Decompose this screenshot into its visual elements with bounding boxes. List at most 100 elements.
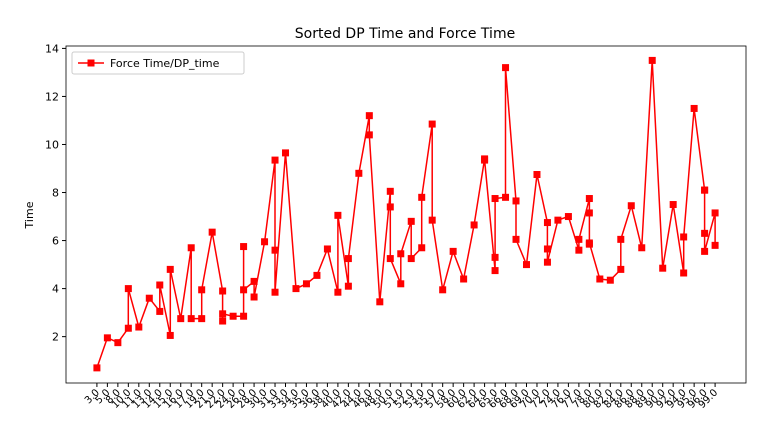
- marker: [271, 288, 279, 296]
- marker: [701, 247, 709, 255]
- marker: [491, 195, 499, 203]
- legend-box: [71, 51, 245, 75]
- marker: [250, 293, 258, 301]
- marker: [596, 275, 604, 283]
- marker: [355, 169, 363, 177]
- marker: [313, 271, 321, 279]
- marker: [638, 244, 646, 252]
- marker: [428, 216, 436, 224]
- marker: [124, 285, 132, 293]
- marker: [439, 286, 447, 294]
- marker: [250, 277, 258, 285]
- marker: [543, 219, 551, 227]
- marker: [397, 280, 405, 288]
- marker: [543, 258, 551, 266]
- marker: [648, 56, 656, 64]
- marker: [428, 120, 436, 128]
- marker: [344, 255, 352, 263]
- marker: [302, 280, 310, 288]
- marker: [512, 235, 520, 243]
- marker: [491, 253, 499, 261]
- marker: [240, 286, 248, 294]
- marker: [386, 203, 394, 211]
- marker: [564, 213, 572, 221]
- marker: [187, 315, 195, 323]
- marker: [533, 171, 541, 179]
- marker: [617, 265, 625, 273]
- marker: [198, 286, 206, 294]
- marker: [323, 245, 331, 253]
- marker: [219, 287, 227, 295]
- marker: [156, 307, 164, 315]
- marker: [585, 209, 593, 217]
- marker: [449, 247, 457, 255]
- marker: [543, 245, 551, 253]
- marker: [701, 229, 709, 237]
- marker: [240, 312, 248, 320]
- marker: [344, 282, 352, 290]
- marker: [114, 339, 122, 347]
- marker: [418, 244, 426, 252]
- marker: [502, 64, 510, 72]
- marker: [585, 195, 593, 203]
- marker: [386, 255, 394, 263]
- marker: [376, 298, 384, 306]
- marker: [481, 156, 489, 164]
- marker: [187, 244, 195, 252]
- marker: [711, 209, 719, 217]
- marker: [365, 112, 373, 120]
- plot-area: [65, 45, 747, 384]
- y-tick-label: 6: [52, 235, 59, 248]
- marker: [334, 211, 342, 219]
- marker: [470, 221, 478, 229]
- marker: [617, 235, 625, 243]
- marker: [166, 331, 174, 339]
- marker: [261, 238, 269, 246]
- y-tick-label: 12: [45, 90, 59, 103]
- y-tick-label: 8: [52, 187, 59, 200]
- legend-label: Force Time/DP_time: [110, 57, 220, 70]
- marker: [554, 216, 562, 224]
- marker: [219, 317, 227, 325]
- marker: [690, 104, 698, 112]
- marker: [103, 334, 111, 342]
- marker: [156, 281, 164, 289]
- marker: [229, 312, 237, 320]
- marker: [659, 264, 667, 272]
- y-tick-label: 2: [52, 331, 59, 344]
- y-tick-label: 14: [45, 42, 59, 55]
- marker: [627, 202, 635, 210]
- marker: [145, 294, 153, 302]
- marker: [606, 276, 614, 284]
- marker: [334, 288, 342, 296]
- marker: [271, 156, 279, 164]
- marker: [491, 267, 499, 275]
- marker: [701, 186, 709, 194]
- marker: [460, 275, 468, 283]
- marker: [397, 250, 405, 258]
- marker: [680, 269, 688, 277]
- y-tick-label: 10: [45, 138, 59, 151]
- marker: [711, 241, 719, 249]
- marker: [93, 364, 101, 372]
- marker: [282, 149, 290, 157]
- marker: [271, 246, 279, 254]
- marker: [418, 193, 426, 201]
- marker: [177, 315, 185, 323]
- marker: [386, 187, 394, 195]
- marker: [669, 201, 677, 209]
- marker: [407, 217, 415, 225]
- marker: [292, 285, 300, 293]
- marker: [502, 193, 510, 201]
- marker: [219, 310, 227, 318]
- marker: [522, 261, 530, 269]
- marker: [680, 233, 688, 241]
- marker: [575, 246, 583, 254]
- marker: [124, 324, 132, 332]
- y-axis-label: Time: [23, 201, 36, 229]
- legend-marker: [87, 59, 95, 67]
- marker: [512, 197, 520, 205]
- marker: [585, 239, 593, 247]
- marker: [135, 323, 143, 331]
